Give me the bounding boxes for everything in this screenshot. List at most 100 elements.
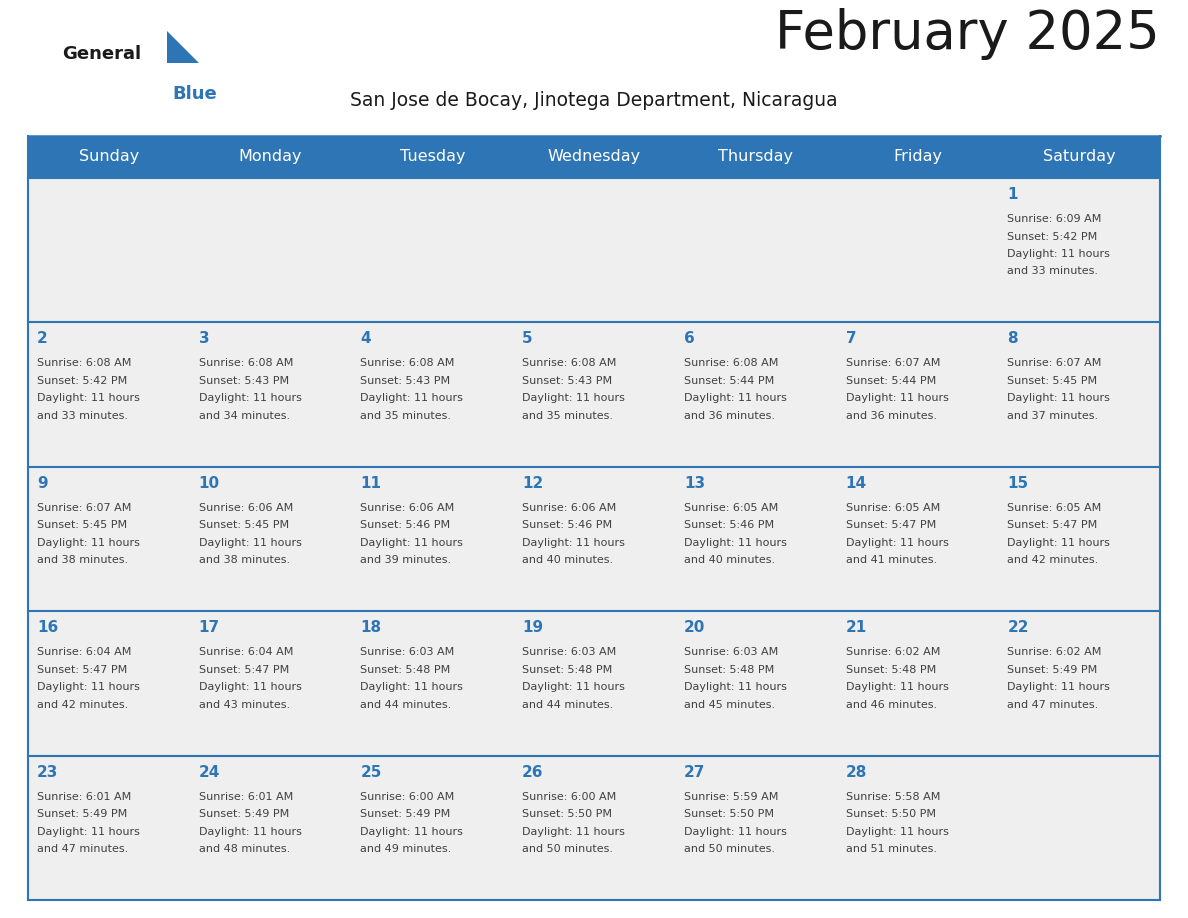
Text: 25: 25	[360, 765, 381, 779]
Text: Sunrise: 6:08 AM: Sunrise: 6:08 AM	[523, 358, 617, 368]
Bar	[836, 756, 998, 900]
Text: Sunset: 5:47 PM: Sunset: 5:47 PM	[198, 665, 289, 675]
Text: Sunrise: 6:02 AM: Sunrise: 6:02 AM	[846, 647, 940, 657]
Text: and 41 minutes.: and 41 minutes.	[846, 555, 936, 565]
Polygon shape	[168, 31, 200, 63]
Bar	[190, 178, 352, 322]
Bar	[29, 322, 190, 466]
Text: and 51 minutes.: and 51 minutes.	[846, 844, 936, 854]
Bar	[352, 136, 513, 178]
Text: Sunrise: 6:01 AM: Sunrise: 6:01 AM	[198, 791, 293, 801]
Text: and 42 minutes.: and 42 minutes.	[37, 700, 128, 710]
Text: Daylight: 11 hours: Daylight: 11 hours	[1007, 249, 1110, 259]
Bar	[513, 611, 675, 756]
Text: Sunset: 5:47 PM: Sunset: 5:47 PM	[846, 521, 936, 531]
Text: Sunrise: 6:01 AM: Sunrise: 6:01 AM	[37, 791, 131, 801]
Text: Sunrise: 6:08 AM: Sunrise: 6:08 AM	[360, 358, 455, 368]
Text: Daylight: 11 hours: Daylight: 11 hours	[360, 394, 463, 403]
Text: 21: 21	[846, 621, 867, 635]
Text: Sunrise: 6:08 AM: Sunrise: 6:08 AM	[684, 358, 778, 368]
Text: Daylight: 11 hours: Daylight: 11 hours	[523, 538, 625, 548]
Text: Sunrise: 6:03 AM: Sunrise: 6:03 AM	[684, 647, 778, 657]
Text: Sunset: 5:49 PM: Sunset: 5:49 PM	[198, 809, 289, 819]
Text: Sunrise: 6:03 AM: Sunrise: 6:03 AM	[523, 647, 617, 657]
Text: Daylight: 11 hours: Daylight: 11 hours	[846, 682, 948, 692]
Text: 22: 22	[1007, 621, 1029, 635]
Bar	[675, 756, 836, 900]
Text: Sunset: 5:45 PM: Sunset: 5:45 PM	[1007, 375, 1098, 386]
Bar	[675, 322, 836, 466]
Text: and 40 minutes.: and 40 minutes.	[523, 555, 613, 565]
Bar	[836, 466, 998, 611]
Text: 9: 9	[37, 476, 48, 491]
Text: Sunset: 5:48 PM: Sunset: 5:48 PM	[846, 665, 936, 675]
Text: Sunrise: 6:06 AM: Sunrise: 6:06 AM	[360, 503, 455, 513]
Text: Sunset: 5:45 PM: Sunset: 5:45 PM	[198, 521, 289, 531]
Text: Sunset: 5:43 PM: Sunset: 5:43 PM	[360, 375, 450, 386]
Bar	[675, 611, 836, 756]
Text: and 36 minutes.: and 36 minutes.	[846, 411, 936, 420]
Text: Daylight: 11 hours: Daylight: 11 hours	[360, 538, 463, 548]
Text: 8: 8	[1007, 331, 1018, 346]
Text: Daylight: 11 hours: Daylight: 11 hours	[523, 682, 625, 692]
Bar	[675, 466, 836, 611]
Bar	[29, 178, 190, 322]
Text: 26: 26	[523, 765, 544, 779]
Bar	[513, 178, 675, 322]
Bar	[29, 136, 190, 178]
Text: 7: 7	[846, 331, 857, 346]
Bar	[998, 611, 1159, 756]
Bar	[352, 466, 513, 611]
Text: and 39 minutes.: and 39 minutes.	[360, 555, 451, 565]
Text: Sunset: 5:46 PM: Sunset: 5:46 PM	[360, 521, 450, 531]
Text: Sunrise: 6:08 AM: Sunrise: 6:08 AM	[37, 358, 132, 368]
Text: and 47 minutes.: and 47 minutes.	[1007, 700, 1099, 710]
Bar	[190, 756, 352, 900]
Text: and 38 minutes.: and 38 minutes.	[198, 555, 290, 565]
Text: and 50 minutes.: and 50 minutes.	[684, 844, 775, 854]
Text: 18: 18	[360, 621, 381, 635]
Text: Sunrise: 6:06 AM: Sunrise: 6:06 AM	[198, 503, 293, 513]
Text: and 47 minutes.: and 47 minutes.	[37, 844, 128, 854]
Text: Sunday: Sunday	[78, 150, 139, 164]
Bar	[836, 178, 998, 322]
Text: Sunrise: 6:06 AM: Sunrise: 6:06 AM	[523, 503, 617, 513]
Bar	[513, 466, 675, 611]
Text: Sunrise: 6:07 AM: Sunrise: 6:07 AM	[37, 503, 132, 513]
Bar	[29, 611, 190, 756]
Bar	[352, 611, 513, 756]
Text: Sunset: 5:48 PM: Sunset: 5:48 PM	[684, 665, 775, 675]
Text: Sunset: 5:48 PM: Sunset: 5:48 PM	[360, 665, 450, 675]
Text: and 45 minutes.: and 45 minutes.	[684, 700, 775, 710]
Text: Daylight: 11 hours: Daylight: 11 hours	[37, 826, 140, 836]
Text: 19: 19	[523, 621, 543, 635]
Text: and 48 minutes.: and 48 minutes.	[198, 844, 290, 854]
Text: and 49 minutes.: and 49 minutes.	[360, 844, 451, 854]
Text: Sunrise: 6:05 AM: Sunrise: 6:05 AM	[846, 503, 940, 513]
Text: 28: 28	[846, 765, 867, 779]
Text: Sunset: 5:46 PM: Sunset: 5:46 PM	[684, 521, 775, 531]
Text: and 44 minutes.: and 44 minutes.	[523, 700, 613, 710]
Text: 20: 20	[684, 621, 706, 635]
Text: February 2025: February 2025	[776, 8, 1159, 60]
Text: Daylight: 11 hours: Daylight: 11 hours	[523, 826, 625, 836]
Bar	[836, 611, 998, 756]
Text: Daylight: 11 hours: Daylight: 11 hours	[1007, 394, 1110, 403]
Text: Daylight: 11 hours: Daylight: 11 hours	[846, 538, 948, 548]
Text: Sunset: 5:45 PM: Sunset: 5:45 PM	[37, 521, 127, 531]
Text: Sunset: 5:42 PM: Sunset: 5:42 PM	[1007, 231, 1098, 241]
Text: and 35 minutes.: and 35 minutes.	[360, 411, 451, 420]
Text: Sunset: 5:49 PM: Sunset: 5:49 PM	[1007, 665, 1098, 675]
Text: Sunrise: 6:00 AM: Sunrise: 6:00 AM	[523, 791, 617, 801]
Bar	[190, 136, 352, 178]
Text: Monday: Monday	[239, 150, 302, 164]
Text: General: General	[62, 45, 141, 63]
Text: Sunrise: 6:07 AM: Sunrise: 6:07 AM	[1007, 358, 1101, 368]
Bar	[998, 466, 1159, 611]
Bar	[190, 322, 352, 466]
Text: Sunrise: 6:07 AM: Sunrise: 6:07 AM	[846, 358, 940, 368]
Bar	[352, 756, 513, 900]
Bar	[998, 756, 1159, 900]
Text: Daylight: 11 hours: Daylight: 11 hours	[846, 394, 948, 403]
Text: 15: 15	[1007, 476, 1029, 491]
